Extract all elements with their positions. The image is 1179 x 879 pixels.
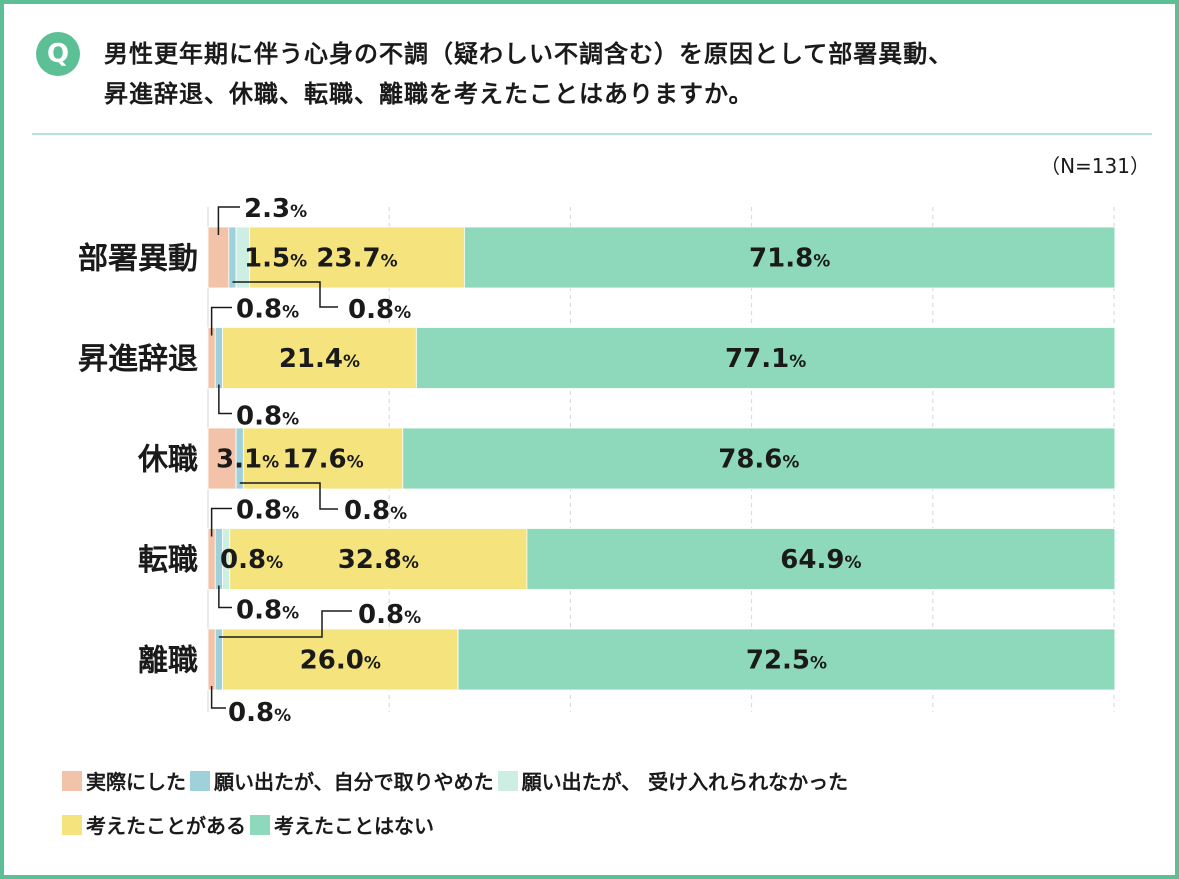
- leader-1-1: [218, 384, 232, 415]
- bar-segment-2-3: [242, 427, 404, 490]
- leader-3-0: [210, 507, 232, 537]
- bar-segment-0-4: [463, 226, 1116, 289]
- legend-swatch-rejected: [497, 770, 518, 791]
- data-label-1-4: 77.1%: [725, 344, 806, 374]
- data-label-2-3: 17.6%: [282, 445, 363, 475]
- category-label-4: 離職: [138, 644, 198, 679]
- bar-segment-0-0: [207, 226, 230, 289]
- legend-swatch-did: [62, 770, 82, 791]
- bar-segment-4-0: [207, 628, 216, 691]
- legend-label-considered: 考えたことがある: [86, 814, 246, 838]
- legend-item-rejected: 願い出たが、 受け入れられなかった: [497, 766, 849, 795]
- data-label-3-4: 64.9%: [780, 545, 861, 575]
- bar-segment-4-1: [214, 628, 223, 691]
- data-label-0-1: 0.8%: [348, 295, 411, 325]
- leader-4-1: [218, 610, 352, 638]
- legend-item-considered: 考えたことがある: [62, 810, 246, 839]
- legend-row-2: 考えたことがある 考えたことはない: [62, 810, 438, 839]
- bar-segment-3-0: [207, 528, 216, 590]
- question-line-1: 男性更年期に伴う心身の不調（疑わしい不調含む）を原因として部署異動、: [104, 40, 954, 68]
- title-divider: [32, 133, 1152, 135]
- bar-segment-2-0: [207, 427, 237, 490]
- data-label-0-2: 1.5%: [244, 244, 307, 274]
- bar-segment-1-3: [222, 327, 417, 389]
- data-label-1-3: 21.4%: [279, 344, 360, 374]
- bar-segment-1-0: [207, 327, 216, 389]
- data-label-3-0: 0.8%: [236, 496, 299, 526]
- data-label-0-4: 71.8%: [749, 244, 830, 274]
- category-label-0: 部署異動: [78, 242, 198, 277]
- legend-label-never: 考えたことはない: [274, 814, 434, 838]
- sample-size-note: （N=131）: [1040, 154, 1150, 178]
- legend-label-rejected: 願い出たが、 受け入れられなかった: [521, 770, 849, 794]
- legend-item-stopped: 願い出たが、自分で取りやめた: [190, 766, 494, 795]
- legend-label-did: 実際にした: [86, 770, 186, 794]
- legend-label-stopped: 願い出たが、自分で取りやめた: [214, 770, 494, 794]
- leader-3-1: [218, 585, 232, 609]
- data-label-0-0: 2.3%: [244, 194, 307, 224]
- leader-0-1: [232, 281, 338, 308]
- data-label-2-0: 3.1%: [216, 445, 279, 475]
- legend-swatch-stopped: [190, 770, 210, 791]
- question-line-2: 昇進辞退、休職、転職、離職を考えたことはありますか。: [104, 80, 754, 108]
- legend-swatch-never: [250, 814, 270, 835]
- data-label-1-0: 0.8%: [236, 295, 299, 325]
- data-label-1-1: 0.8%: [236, 402, 299, 432]
- category-label-3: 転職: [138, 543, 198, 578]
- data-label-0-3: 23.7%: [316, 244, 397, 274]
- legend-item-did: 実際にした: [62, 766, 186, 795]
- bar-segment-2-4: [402, 427, 1116, 490]
- question-text: 男性更年期に伴う心身の不調（疑わしい不調含む）を原因として部署異動、 昇進辞退、…: [104, 34, 1154, 114]
- question-badge: Q: [36, 32, 80, 76]
- legend-item-never: 考えたことはない: [250, 810, 434, 839]
- bar-segment-4-3: [222, 628, 459, 691]
- data-label-3-1: 0.8%: [236, 596, 299, 626]
- legend-swatch-considered: [62, 814, 82, 835]
- bar-segment-0-1: [228, 226, 237, 289]
- data-label-3-3: 32.8%: [338, 545, 419, 575]
- leader-4-0: [210, 686, 226, 709]
- data-label-2-1: 0.8%: [344, 496, 407, 526]
- bar-segment-3-4: [526, 528, 1116, 590]
- data-label-4-0: 0.8%: [228, 698, 291, 728]
- leader-0-0: [217, 206, 240, 235]
- data-label-3-2: 0.8%: [220, 545, 283, 575]
- data-label-4-4: 72.5%: [746, 646, 827, 676]
- bar-segment-4-4: [457, 628, 1116, 691]
- leader-1-0: [210, 306, 232, 336]
- data-label-2-4: 78.6%: [718, 445, 799, 475]
- data-label-4-1: 0.8%: [358, 600, 421, 630]
- leader-2-1: [239, 482, 338, 510]
- data-label-4-3: 26.0%: [300, 646, 381, 676]
- bar-segment-1-1: [214, 327, 223, 389]
- category-label-2: 休職: [137, 443, 198, 478]
- legend-row-1: 実際にした 願い出たが、自分で取りやめた 願い出たが、 受け入れられなかった: [62, 766, 852, 795]
- category-label-1: 昇進辞退: [78, 342, 198, 377]
- bar-segment-1-4: [415, 327, 1116, 389]
